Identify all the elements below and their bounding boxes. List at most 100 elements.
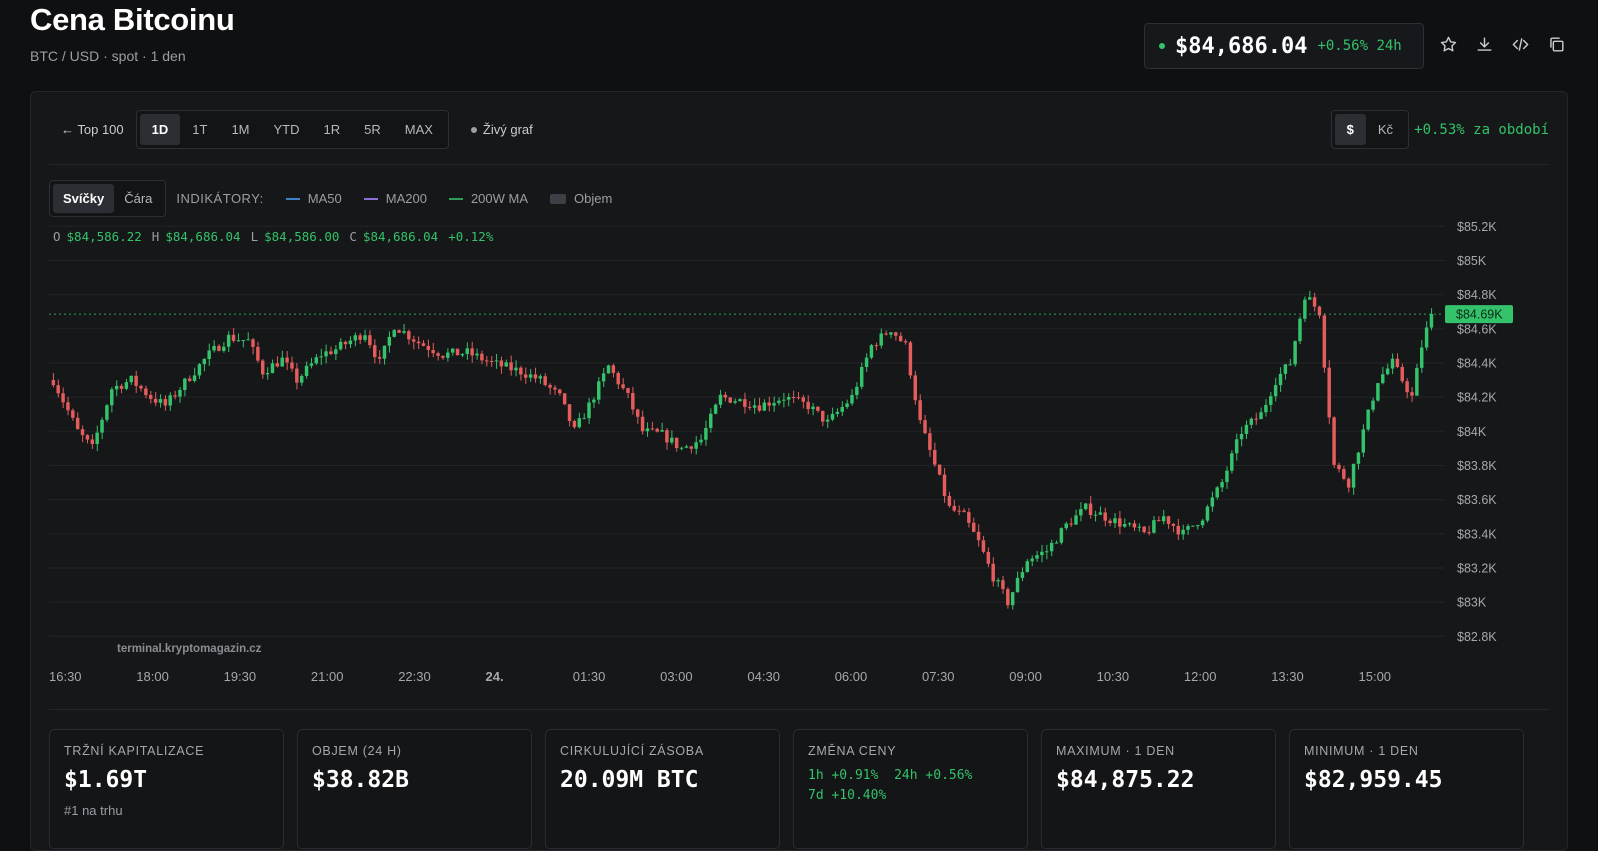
range-button-1m[interactable]: 1M bbox=[231, 122, 250, 137]
toolbar-divider bbox=[49, 164, 1549, 165]
candle-body bbox=[1395, 358, 1400, 368]
range-selector: 1D 1T 1M YTD 1R 5R MAX bbox=[135, 110, 449, 149]
candle-body bbox=[631, 392, 635, 410]
code-icon[interactable] bbox=[1508, 32, 1532, 56]
candle-body bbox=[66, 402, 70, 411]
stat-volume-24h: OBJEM (24 H) $38.82B bbox=[297, 729, 532, 849]
chart-type-line[interactable]: Čára bbox=[124, 191, 153, 206]
range-button-1t[interactable]: 1T bbox=[192, 122, 208, 137]
volume-swatch bbox=[550, 193, 567, 204]
candle-body bbox=[655, 428, 659, 432]
candle-body bbox=[1429, 314, 1434, 328]
currency-button-usd[interactable]: $ bbox=[1334, 114, 1366, 145]
ma50-swatch bbox=[285, 197, 300, 200]
candle-body bbox=[1317, 306, 1322, 316]
indicator-volume-label: Objem bbox=[574, 191, 613, 206]
candle-body bbox=[110, 389, 114, 406]
candle-body bbox=[913, 375, 918, 401]
candle-body bbox=[1298, 318, 1302, 342]
y-tick-label: $83.2K bbox=[1457, 561, 1497, 575]
current-price-label: $84.69K bbox=[1456, 308, 1503, 322]
candle-body bbox=[640, 416, 645, 432]
currency-button-czk[interactable]: Kč bbox=[1377, 122, 1393, 137]
range-button-max[interactable]: MAX bbox=[404, 122, 433, 137]
range-button-1r[interactable]: 1R bbox=[323, 122, 341, 137]
candle-body bbox=[747, 406, 752, 408]
candle-body bbox=[1113, 518, 1117, 524]
candle-body bbox=[1127, 523, 1132, 525]
candle-body bbox=[1361, 429, 1366, 453]
candle-body bbox=[825, 419, 830, 422]
candle-body bbox=[100, 419, 104, 433]
download-icon[interactable] bbox=[1472, 32, 1496, 56]
candle-body bbox=[572, 420, 577, 428]
candle-body bbox=[723, 394, 728, 398]
candle-body bbox=[485, 360, 489, 362]
candle-body bbox=[1147, 532, 1151, 534]
indicator-ma200[interactable]: MA200 bbox=[363, 191, 427, 206]
range-button-5r[interactable]: 5R bbox=[364, 122, 381, 137]
candle-body bbox=[699, 439, 703, 443]
star-icon[interactable] bbox=[1436, 32, 1460, 56]
candle-body bbox=[280, 357, 284, 367]
candle-body bbox=[689, 446, 694, 449]
candle-body bbox=[728, 397, 732, 403]
candle-body bbox=[548, 384, 552, 388]
candle-body bbox=[635, 409, 640, 417]
candle-body bbox=[869, 345, 874, 358]
candle-body bbox=[1278, 373, 1283, 386]
live-indicator-dot bbox=[1159, 43, 1165, 49]
candle-body bbox=[1195, 525, 1200, 527]
candle-body bbox=[679, 447, 684, 449]
candle-body bbox=[577, 418, 581, 428]
candle-body bbox=[1415, 367, 1419, 396]
candle-body bbox=[1371, 400, 1375, 410]
indicator-200w-ma[interactable]: 200W MA bbox=[448, 191, 528, 206]
candle-body bbox=[1152, 520, 1156, 533]
candle-body bbox=[845, 403, 849, 407]
ohlc-high-label: H bbox=[151, 229, 160, 244]
copy-icon[interactable] bbox=[1544, 32, 1568, 56]
y-tick-label: $83K bbox=[1457, 596, 1487, 610]
candle-body bbox=[1210, 497, 1215, 507]
stat-value: 20.09M BTC bbox=[560, 767, 699, 793]
candle-body bbox=[709, 413, 713, 428]
candle-body bbox=[670, 437, 674, 443]
candle-body bbox=[75, 417, 80, 430]
candle-body bbox=[187, 378, 192, 381]
indicator-volume[interactable]: Objem bbox=[550, 191, 612, 206]
candle-body bbox=[148, 395, 153, 399]
candle-body bbox=[382, 345, 387, 359]
candlestick-chart[interactable]: $85.2K $85K $84.8K $84.6K $84.4K $84.2K $84K $8… bbox=[31, 92, 1569, 722]
chart-type-candles[interactable]: Svíčky bbox=[53, 184, 115, 213]
back-to-top100-link[interactable]: ← Top 100 bbox=[61, 122, 124, 137]
candle-body bbox=[767, 402, 771, 406]
candle-body bbox=[1006, 589, 1010, 606]
candle-body bbox=[212, 345, 216, 351]
candle-body bbox=[475, 353, 479, 356]
candle-body bbox=[139, 385, 143, 389]
candle-body bbox=[1322, 315, 1327, 368]
candle-body bbox=[134, 375, 138, 386]
candle-body bbox=[874, 345, 879, 347]
candle-body bbox=[898, 335, 903, 342]
indicator-ma50[interactable]: MA50 bbox=[285, 191, 342, 206]
range-button-ytd[interactable]: YTD bbox=[273, 122, 300, 137]
ohlc-readout: O $84,586.22 H $84,686.04 L $84,586.00 C $84… bbox=[53, 229, 497, 244]
candle-body bbox=[621, 384, 625, 389]
candle-body bbox=[1015, 577, 1020, 593]
candle-body bbox=[144, 388, 148, 396]
candle-body bbox=[494, 360, 499, 362]
y-tick-label: $85.2K bbox=[1457, 220, 1497, 234]
candle-body bbox=[358, 335, 362, 340]
candle-body bbox=[523, 374, 528, 378]
x-tick-label: 13:30 bbox=[1271, 669, 1304, 684]
candle-body bbox=[1069, 523, 1073, 525]
range-button-1d[interactable]: 1D bbox=[139, 114, 181, 145]
candle-body bbox=[752, 405, 757, 408]
candle-body bbox=[879, 333, 883, 346]
candle-body bbox=[957, 510, 961, 512]
candle-body bbox=[334, 349, 338, 355]
live-graph-toggle[interactable]: Živý graf bbox=[470, 122, 533, 137]
candle-body bbox=[275, 363, 280, 367]
